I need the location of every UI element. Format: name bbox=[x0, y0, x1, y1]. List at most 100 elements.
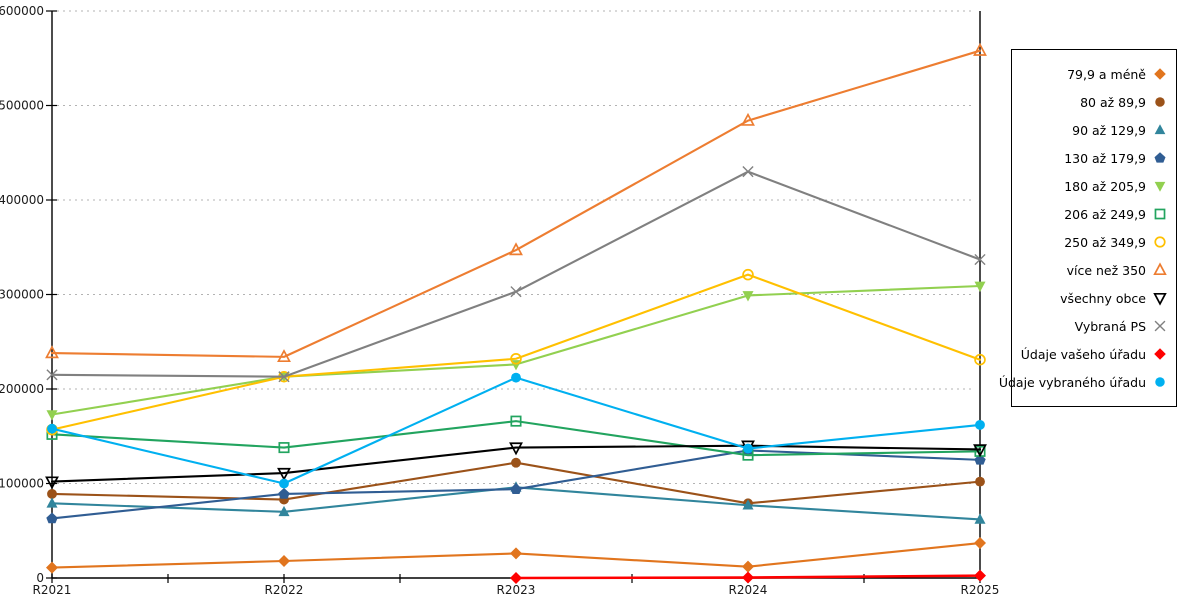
triangle-down-marker-icon bbox=[974, 281, 986, 292]
triangle-down-marker-icon bbox=[973, 444, 987, 458]
diamond-marker-icon bbox=[510, 572, 522, 584]
legend-item: Údaje vybraného úřadu bbox=[999, 374, 1168, 390]
legend-item: více než 350 bbox=[1016, 262, 1168, 278]
legend-marker bbox=[1154, 68, 1166, 80]
legend-item: 250 až 349,9 bbox=[1016, 234, 1168, 250]
x-tick-label: R2024 bbox=[729, 583, 768, 597]
triangle-up-marker-icon bbox=[1153, 262, 1167, 276]
circle-marker-icon bbox=[974, 353, 986, 366]
x-marker-icon bbox=[974, 253, 986, 266]
legend-item: 130 až 179,9 bbox=[1016, 150, 1168, 166]
series-line-v-echny-obce bbox=[50, 444, 982, 483]
series-daje-va-eho-adu bbox=[510, 569, 986, 584]
series-line-v-ce-ne-350 bbox=[50, 49, 982, 358]
legend-label: 180 až 205,9 bbox=[1064, 178, 1146, 194]
triangle-up-marker-icon bbox=[973, 42, 987, 56]
square-marker-icon bbox=[510, 415, 522, 427]
diamond-marker-icon bbox=[1154, 348, 1166, 360]
triangle-up-marker-icon bbox=[509, 242, 523, 256]
legend-marker bbox=[1154, 320, 1166, 332]
y-tick-label: 600000 bbox=[0, 4, 44, 18]
series-line-180-a-205-9 bbox=[50, 284, 982, 416]
y-tick-label: 400000 bbox=[0, 193, 44, 207]
legend-marker bbox=[1153, 262, 1167, 276]
legend-label: 206 až 249,9 bbox=[1064, 206, 1146, 222]
diamond-marker-icon bbox=[974, 569, 986, 582]
diamond-marker-icon bbox=[46, 561, 58, 574]
legend-item: Údaje vašeho úřadu bbox=[1016, 346, 1168, 362]
diamond-marker-icon bbox=[278, 554, 290, 567]
legend-marker bbox=[1155, 377, 1165, 387]
legend-item: 90 až 129,9 bbox=[1016, 122, 1168, 138]
circle-marker-icon bbox=[511, 372, 521, 383]
diamond-marker-icon bbox=[510, 547, 522, 560]
diamond-marker-icon bbox=[974, 537, 986, 550]
series-250-a-349-9 bbox=[46, 268, 986, 436]
x-tick-label: R2025 bbox=[961, 583, 1000, 597]
square-marker-icon bbox=[1154, 208, 1166, 220]
x-tick-label: R2023 bbox=[497, 583, 536, 597]
legend-item: 80 až 89,9 bbox=[1016, 94, 1168, 110]
legend-label: 250 až 349,9 bbox=[1064, 234, 1146, 250]
circle-marker-icon bbox=[1155, 97, 1165, 107]
triangle-down-marker-icon bbox=[45, 476, 59, 490]
x-tick-label: R2021 bbox=[33, 583, 72, 597]
legend-label: Údaje vybraného úřadu bbox=[998, 374, 1146, 390]
legend-marker bbox=[1154, 208, 1166, 220]
x-marker-icon bbox=[1154, 320, 1166, 332]
y-tick-label: 500000 bbox=[0, 99, 44, 113]
y-tick-label: 100000 bbox=[0, 477, 44, 491]
legend-item: 206 až 249,9 bbox=[1016, 206, 1168, 222]
triangle-up-marker-icon bbox=[46, 497, 58, 508]
legend-label: Vybraná PS bbox=[1074, 318, 1146, 334]
pentagon-marker-icon bbox=[510, 483, 522, 494]
y-tick-label: 200000 bbox=[0, 382, 44, 396]
circle-marker-icon bbox=[975, 476, 985, 487]
gridlines bbox=[57, 10, 974, 484]
series-line-vybran-ps bbox=[50, 170, 982, 378]
legend-label: 90 až 129,9 bbox=[1072, 122, 1146, 138]
x-marker-icon bbox=[510, 286, 522, 298]
circle-marker-icon bbox=[511, 457, 521, 468]
legend-marker bbox=[1154, 152, 1166, 163]
legend-marker bbox=[1155, 97, 1165, 107]
pentagon-marker-icon bbox=[46, 512, 58, 524]
triangle-up-marker-icon bbox=[277, 349, 291, 363]
triangle-down-marker-icon bbox=[509, 442, 523, 456]
triangle-down-marker-icon bbox=[742, 291, 754, 302]
pentagon-marker-icon bbox=[278, 487, 290, 499]
circle-marker-icon bbox=[1155, 377, 1165, 387]
y-tick-label: 0 bbox=[36, 571, 44, 585]
triangle-down-marker-icon bbox=[1153, 292, 1167, 306]
series-v-ce-ne-350 bbox=[45, 42, 987, 363]
x-marker-icon bbox=[742, 166, 754, 178]
circle-marker-icon bbox=[279, 478, 289, 489]
circle-marker-icon bbox=[510, 352, 522, 365]
triangle-down-marker-icon bbox=[277, 467, 291, 481]
series-line-250-a-349-9 bbox=[50, 273, 982, 431]
x-marker-icon bbox=[278, 371, 290, 383]
legend-label: Údaje vašeho úřadu bbox=[1020, 346, 1146, 362]
triangle-up-marker-icon bbox=[974, 513, 986, 524]
y-tick-label: 300000 bbox=[0, 288, 44, 302]
circle-marker-icon bbox=[975, 419, 985, 430]
legend-box: 79,9 a méně 80 až 89,9 90 až 129,9 130 až 1… bbox=[999, 49, 1177, 407]
legend-label: více než 350 bbox=[1066, 262, 1146, 278]
legend-item: Vybraná PS bbox=[1016, 318, 1168, 334]
triangle-up-marker-icon bbox=[278, 505, 290, 517]
circle-marker-icon bbox=[47, 423, 57, 434]
legend-label: všechny obce bbox=[1060, 290, 1146, 306]
triangle-up-marker-icon bbox=[741, 112, 755, 126]
triangle-down-marker-icon bbox=[46, 410, 58, 421]
triangle-up-marker-icon bbox=[1154, 124, 1166, 135]
pentagon-marker-icon bbox=[1154, 152, 1166, 163]
legend-marker bbox=[1154, 181, 1166, 192]
triangle-up-marker-icon bbox=[742, 499, 754, 510]
square-marker-icon bbox=[278, 442, 290, 454]
diamond-marker-icon bbox=[1154, 68, 1166, 80]
series-vybran-ps bbox=[46, 166, 986, 383]
legend-marker bbox=[1154, 124, 1166, 135]
legend-marker bbox=[1154, 236, 1166, 248]
series-daje-vybran-ho-adu bbox=[47, 372, 985, 489]
triangle-down-marker-icon bbox=[1154, 181, 1166, 192]
